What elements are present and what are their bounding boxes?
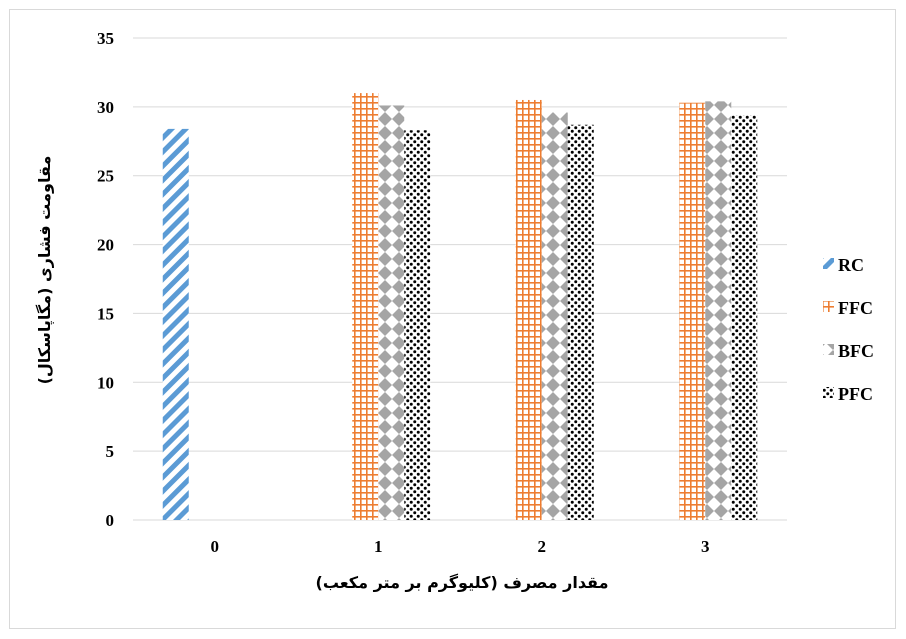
legend: RC FFC BFC PFC	[823, 255, 874, 404]
bar-ffc-3	[679, 102, 706, 521]
y-tick-label: 20	[97, 236, 114, 255]
y-tick-label: 15	[97, 304, 114, 323]
bar-bfc-3	[705, 101, 732, 520]
legend-swatch-pfc	[823, 387, 834, 398]
bar-pfc-1	[404, 130, 431, 521]
bar-rc-0	[162, 128, 189, 521]
legend-swatch-rc	[823, 258, 834, 269]
x-axis-title: مقدار مصرف (کلیوگرم بر متر مکعب)	[316, 573, 609, 592]
y-tick-label: 10	[97, 373, 114, 392]
legend-swatch-bfc	[823, 344, 834, 355]
y-tick-label: 25	[97, 167, 114, 186]
x-tick-label: 0	[211, 537, 220, 556]
x-tick-label: 3	[701, 537, 710, 556]
gridlines	[133, 37, 787, 521]
bar-ffc-1	[352, 93, 379, 520]
y-tick-label: 5	[106, 442, 115, 461]
y-tick-label: 30	[97, 98, 114, 117]
x-tick-label: 2	[538, 537, 547, 556]
y-tick-label: 35	[97, 29, 114, 48]
bars	[162, 93, 758, 521]
bar-bfc-1	[378, 105, 405, 520]
legend-swatch-ffc	[823, 301, 834, 312]
bar-bfc-2	[541, 112, 568, 520]
y-tick-label: 0	[106, 511, 115, 530]
legend-label-bfc: BFC	[838, 341, 874, 361]
bar-ffc-2	[515, 99, 542, 520]
bar-pfc-3	[731, 115, 758, 521]
x-tick-label: 1	[374, 537, 383, 556]
tick-labels: 0 5 10 15 20 25 30 35 0 1 2 3	[97, 29, 710, 556]
legend-label-pfc: PFC	[838, 384, 873, 404]
legend-label-ffc: FFC	[838, 298, 873, 318]
legend-label-rc: RC	[838, 255, 864, 275]
bar-pfc-2	[567, 124, 594, 520]
y-axis-title: مقاومت فشاری (مگاپاسکال)	[35, 156, 55, 385]
